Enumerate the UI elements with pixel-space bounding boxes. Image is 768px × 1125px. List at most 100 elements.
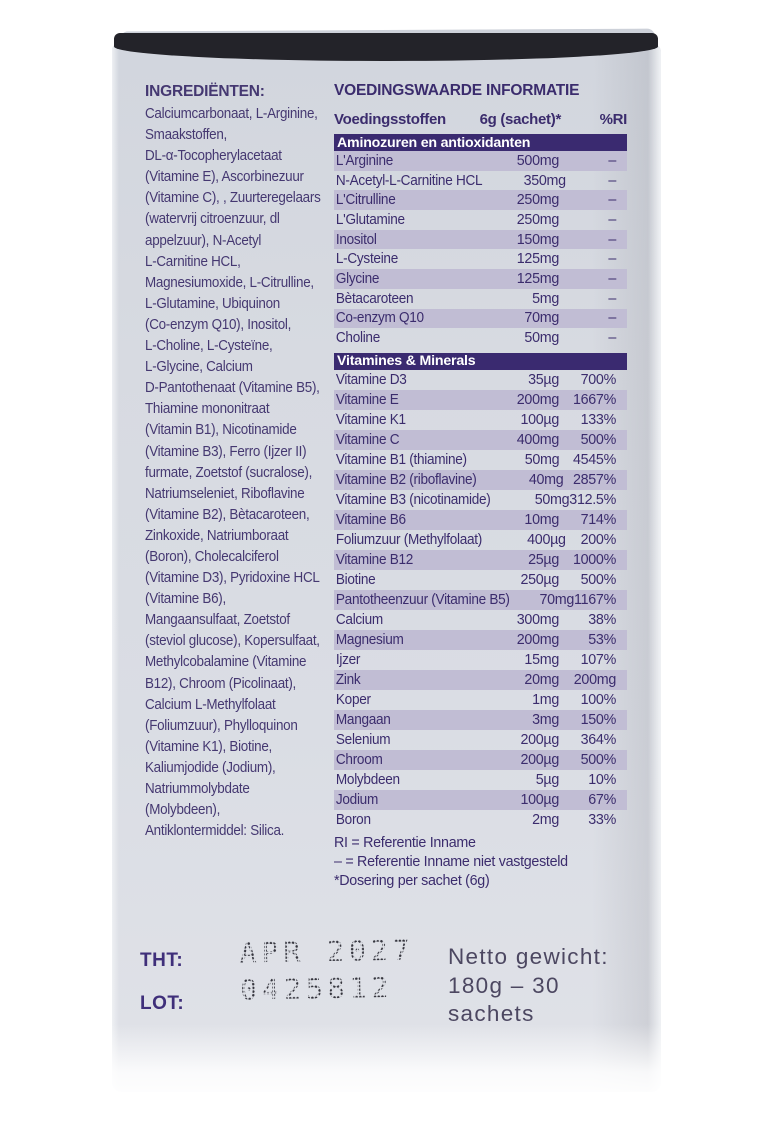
- nutrient-ri: 200%: [580, 531, 617, 548]
- nutrient-amount: 50mg: [524, 330, 559, 347]
- nutrient-amount: 250mg: [516, 211, 560, 228]
- nutrient-amount: 250mg: [516, 192, 560, 209]
- nutrient-name: Vitamine D3: [335, 371, 407, 388]
- product-box-side-panel: INGREDIËNTEN: Calciumcarbonaat, L-Argini…: [100, 28, 673, 1102]
- nutrient-row: Vitamine B3 (nicotinamide) 50mg 312.5%: [334, 490, 627, 510]
- nutrient-ri: 1000%: [572, 551, 616, 568]
- nutrient-amount: 125mg: [516, 251, 560, 268]
- nutrient-ri: 133%: [580, 411, 617, 428]
- nutrient-row: L-Cysteine 125mg –: [334, 249, 627, 269]
- nutrient-ri: 10%: [588, 771, 616, 788]
- nutrient-amount: 500mg: [516, 152, 560, 169]
- ingredients-text: Calciumcarbonaat, L-Arginine, Smaakstoff…: [145, 106, 321, 840]
- nutrient-row: Vitamine B2 (riboflavine) 40mg 2857%: [334, 469, 627, 490]
- nutrient-name: Vitamine E: [335, 391, 399, 408]
- nutrient-name: L'Citrulline: [335, 192, 396, 209]
- nutrient-ri: –: [608, 172, 616, 189]
- nutrient-amount: 40mg: [528, 471, 564, 488]
- table-footnotes: RI = Referentie Inname – = Referentie Inn…: [334, 834, 627, 891]
- nutrient-name: Zink: [335, 671, 361, 688]
- tht-label: THT:: [140, 950, 184, 971]
- nutrient-amount: 50mg: [524, 451, 560, 468]
- nutrient-row: Biotine 250µg 500%: [334, 570, 627, 590]
- nutrient-amount: 200µg: [520, 731, 559, 748]
- nutrient-row: L'Citrulline 250mg –: [334, 190, 627, 211]
- nutrition-title: VOEDINGSWAARDE INFORMATIE: [334, 82, 580, 99]
- nutrient-ri: 4545%: [572, 451, 616, 468]
- nutrient-ri: 67%: [588, 791, 616, 808]
- lot-label: LOT:: [140, 993, 185, 1014]
- nutrient-ri: 200mg: [573, 671, 617, 688]
- section-header-aminozuren: Aminozuren en antioxidanten: [334, 134, 627, 151]
- nutrient-amount: 25µg: [528, 551, 559, 568]
- nutrient-row: Vitamine K1 100µg 133%: [334, 410, 627, 430]
- nutrient-ri: –: [608, 192, 616, 209]
- nutrient-amount: 100µg: [520, 411, 559, 428]
- nutrition-table: VOEDINGSWAARDE INFORMATIE Voedingsstoffe…: [334, 82, 627, 891]
- nutrient-row: L'Glutamine 250mg –: [334, 210, 627, 230]
- nutrient-amount: 3mg: [532, 711, 559, 728]
- nutrient-ri: –: [608, 152, 616, 169]
- nutrient-amount: 300mg: [516, 611, 560, 628]
- nutrient-amount: 200µg: [520, 751, 559, 768]
- nutrient-name: Vitamine B6: [335, 511, 406, 528]
- nutrient-row: Foliumzuur (Methylfolaat) 400µg 200%: [334, 530, 627, 550]
- nutrient-row: Mangaan 3mg 150%: [334, 709, 627, 730]
- nutrient-name: Ijzer: [335, 651, 361, 668]
- nutrient-name: Bètacaroteen: [335, 290, 414, 307]
- nutrient-name: Vitamine B2 (riboflavine): [335, 471, 477, 488]
- vitamin-mineral-rows: Vitamine D3 35µg 700% Vitamine E 200mg 1667% V…: [334, 370, 627, 830]
- nutrient-name: L-Cysteine: [335, 251, 398, 268]
- nutrient-ri: –: [608, 211, 616, 228]
- nutrient-name: Pantotheenzuur (Vitamine B5): [335, 591, 510, 608]
- nutrient-ri: 100%: [580, 691, 617, 708]
- nutrient-amount: 50mg: [534, 491, 570, 508]
- nutrient-ri: 1167%: [574, 591, 616, 608]
- nutrient-ri: 1667%: [572, 391, 616, 408]
- ingredients-block: INGREDIËNTEN: Calciumcarbonaat, L-Argini…: [145, 82, 371, 842]
- nutrient-name: Boron: [335, 811, 371, 828]
- nutrient-row: Co-enzym Q10 70mg –: [334, 308, 627, 329]
- nutrient-name: Vitamine B12: [335, 551, 414, 568]
- nutrient-row: N-Acetyl-L-Carnitine HCL 350mg –: [334, 171, 627, 191]
- nutrient-name: Glycine: [335, 270, 380, 287]
- nutrient-ri: 700%: [580, 371, 617, 388]
- nutrient-amount: 70mg: [524, 310, 559, 327]
- nutrient-row: Zink 20mg 200mg: [334, 669, 627, 690]
- nutrient-ri: 500%: [580, 751, 617, 768]
- nutrient-ri: –: [608, 270, 616, 287]
- ingredients-title: INGREDIËNTEN:: [145, 83, 265, 100]
- nutrient-name: Foliumzuur (Methylfolaat): [335, 531, 483, 548]
- nutrient-name: Choline: [335, 330, 380, 347]
- nutrient-row: L'Arginine 500mg –: [334, 151, 627, 171]
- box-lid-shadow: [114, 33, 658, 61]
- nutrient-row: Calcium 300mg 38%: [334, 610, 627, 630]
- nutrient-name: Co-enzym Q10: [335, 310, 424, 327]
- nutrient-row: Choline 50mg –: [334, 328, 627, 348]
- footnote: RI = Referentie Inname: [334, 834, 476, 851]
- nutrient-amount: 200mg: [516, 391, 560, 408]
- nutrient-row: Selenium 200µg 364%: [334, 730, 627, 750]
- nutrient-ri: 53%: [588, 631, 616, 648]
- nutrient-amount: 250µg: [520, 571, 559, 588]
- nutrient-row: Vitamine B1 (thiamine) 50mg 4545%: [334, 450, 627, 470]
- nutrition-column-headers: Voedingsstoffen 6g (sachet)* %RI: [334, 111, 627, 128]
- nutrient-ri: –: [608, 251, 616, 268]
- nutrient-amount: 200mg: [516, 631, 560, 648]
- nutrient-name: Vitamine B1 (thiamine): [335, 451, 467, 468]
- nutrient-amount: 35µg: [528, 371, 559, 388]
- nutrient-amount: 5mg: [532, 290, 559, 307]
- nutrient-ri: –: [608, 310, 616, 327]
- nutrient-amount: 2mg: [532, 811, 559, 828]
- nutrient-row: Vitamine D3 35µg 700%: [334, 370, 627, 390]
- nutrient-ri: 312.5%: [569, 491, 616, 508]
- nutrient-name: Calcium: [335, 611, 383, 628]
- nutrient-row: Jodium 100µg 67%: [334, 789, 627, 810]
- nutrient-row: Magnesium 200mg 53%: [334, 629, 627, 650]
- nutrient-row: Vitamine E 200mg 1667%: [334, 389, 627, 410]
- nutrient-ri: 107%: [580, 651, 617, 668]
- nutrient-amount: 5µg: [535, 771, 560, 788]
- nutrient-name: Chroom: [335, 751, 383, 768]
- nutrient-name: Jodium: [335, 791, 378, 808]
- nutrient-row: Boron 2mg 33%: [334, 810, 627, 830]
